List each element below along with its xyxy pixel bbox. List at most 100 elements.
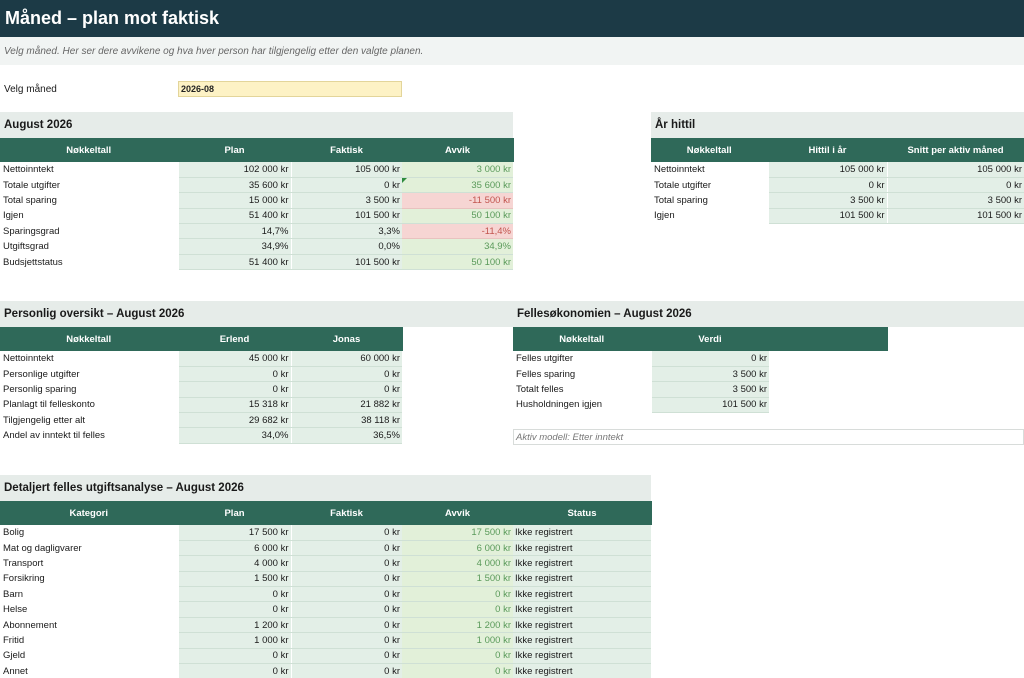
avg-cell[interactable]: 3 500 kr (886, 192, 1024, 209)
plan-cell[interactable]: 35 600 kr (177, 177, 291, 194)
diff-cell[interactable]: 0 kr (402, 601, 513, 618)
row-label[interactable]: Nettoinntekt (651, 162, 768, 178)
person-b-cell[interactable]: 60 000 kr (290, 351, 402, 367)
actual-cell[interactable]: 0 kr (290, 586, 402, 603)
row-label[interactable]: Transport (0, 555, 178, 572)
value-cell[interactable]: 3 500 kr (650, 381, 769, 398)
status-cell[interactable]: Ikke registrert (513, 648, 651, 665)
plan-cell[interactable]: 0 kr (177, 663, 291, 678)
actual-cell[interactable]: 3 500 kr (290, 192, 402, 209)
empty-cell[interactable] (769, 397, 887, 414)
actual-cell[interactable]: 0 kr (290, 525, 402, 541)
empty-cell[interactable] (769, 366, 887, 383)
row-label[interactable]: Fritid (0, 632, 178, 649)
row-label[interactable]: Annet (0, 663, 178, 678)
person-a-cell[interactable]: 34,0% (177, 427, 291, 444)
row-label[interactable]: Andel av inntekt til felles (0, 427, 178, 444)
row-label[interactable]: Gjeld (0, 648, 178, 665)
row-label[interactable]: Igjen (651, 208, 768, 225)
diff-cell[interactable]: 50 100 kr (402, 254, 513, 271)
empty-cell[interactable] (769, 351, 887, 367)
actual-cell[interactable]: 0 kr (290, 555, 402, 572)
status-cell[interactable]: Ikke registrert (513, 601, 651, 618)
diff-cell[interactable]: 17 500 kr (402, 525, 513, 541)
avg-cell[interactable]: 0 kr (886, 177, 1024, 194)
status-cell[interactable]: Ikke registrert (513, 617, 651, 634)
diff-cell[interactable]: 6 000 kr (402, 540, 513, 557)
row-label[interactable]: Totale utgifter (651, 177, 768, 194)
actual-cell[interactable]: 0 kr (290, 663, 402, 678)
row-label[interactable]: Helse (0, 601, 178, 618)
status-cell[interactable]: Ikke registrert (513, 663, 651, 678)
actual-cell[interactable]: 105 000 kr (290, 162, 402, 178)
actual-cell[interactable]: 3,3% (290, 223, 402, 240)
actual-cell[interactable]: 0 kr (290, 540, 402, 557)
diff-cell[interactable]: 1 000 kr (402, 632, 513, 649)
plan-cell[interactable]: 0 kr (177, 648, 291, 665)
person-b-cell[interactable]: 0 kr (290, 366, 402, 383)
row-label[interactable]: Total sparing (651, 192, 768, 209)
person-a-cell[interactable]: 29 682 kr (177, 412, 291, 429)
actual-cell[interactable]: 101 500 kr (290, 208, 402, 225)
status-cell[interactable]: Ikke registrert (513, 632, 651, 649)
actual-cell[interactable]: 101 500 kr (290, 254, 402, 271)
row-label[interactable]: Totale utgifter (0, 177, 178, 194)
row-label[interactable]: Utgiftsgrad (0, 238, 178, 255)
row-label[interactable]: Felles sparing (513, 366, 651, 383)
actual-cell[interactable]: 0 kr (290, 601, 402, 618)
ytd-cell[interactable]: 0 kr (767, 177, 887, 194)
plan-cell[interactable]: 17 500 kr (177, 525, 291, 541)
plan-cell[interactable]: 51 400 kr (177, 254, 291, 271)
row-label[interactable]: Husholdningen igjen (513, 397, 651, 414)
row-label[interactable]: Sparingsgrad (0, 223, 178, 240)
plan-cell[interactable]: 0 kr (177, 586, 291, 603)
diff-cell[interactable]: -11,4% (402, 223, 513, 240)
diff-cell[interactable]: 1 200 kr (402, 617, 513, 634)
value-cell[interactable]: 0 kr (650, 351, 769, 367)
plan-cell[interactable]: 14,7% (177, 223, 291, 240)
person-a-cell[interactable]: 15 318 kr (177, 397, 291, 414)
diff-cell[interactable]: 1 500 kr (402, 571, 513, 588)
status-cell[interactable]: Ikke registrert (513, 540, 651, 557)
row-label[interactable]: Personlige utgifter (0, 366, 178, 383)
plan-cell[interactable]: 0 kr (177, 601, 291, 618)
diff-cell[interactable]: 35 600 kr (402, 177, 513, 194)
plan-cell[interactable]: 102 000 kr (177, 162, 291, 178)
plan-cell[interactable]: 4 000 kr (177, 555, 291, 572)
avg-cell[interactable]: 101 500 kr (886, 208, 1024, 225)
status-cell[interactable]: Ikke registrert (513, 555, 651, 572)
person-b-cell[interactable]: 21 882 kr (290, 397, 402, 414)
person-b-cell[interactable]: 36,5% (290, 427, 402, 444)
plan-cell[interactable]: 6 000 kr (177, 540, 291, 557)
actual-cell[interactable]: 0 kr (290, 571, 402, 588)
row-label[interactable]: Igjen (0, 208, 178, 225)
empty-cell[interactable] (769, 381, 887, 398)
person-a-cell[interactable]: 0 kr (177, 366, 291, 383)
row-label[interactable]: Bolig (0, 525, 178, 541)
plan-cell[interactable]: 15 000 kr (177, 192, 291, 209)
row-label[interactable]: Tilgjengelig etter alt (0, 412, 178, 429)
row-label[interactable]: Nettoinntekt (0, 162, 178, 178)
row-label[interactable]: Nettoinntekt (0, 351, 178, 367)
actual-cell[interactable]: 0 kr (290, 632, 402, 649)
plan-cell[interactable]: 1 000 kr (177, 632, 291, 649)
row-label[interactable]: Barn (0, 586, 178, 603)
diff-cell[interactable]: 4 000 kr (402, 555, 513, 572)
avg-cell[interactable]: 105 000 kr (886, 162, 1024, 178)
ytd-cell[interactable]: 3 500 kr (767, 192, 887, 209)
plan-cell[interactable]: 1 500 kr (177, 571, 291, 588)
value-cell[interactable]: 101 500 kr (650, 397, 769, 414)
row-label[interactable]: Felles utgifter (513, 351, 651, 367)
diff-cell[interactable]: 34,9% (402, 238, 513, 255)
status-cell[interactable]: Ikke registrert (513, 525, 651, 541)
diff-cell[interactable]: 3 000 kr (402, 162, 513, 178)
diff-cell[interactable]: 0 kr (402, 648, 513, 665)
status-cell[interactable]: Ikke registrert (513, 571, 651, 588)
diff-cell[interactable]: 0 kr (402, 586, 513, 603)
person-b-cell[interactable]: 38 118 kr (290, 412, 402, 429)
diff-cell[interactable]: -11 500 kr (402, 192, 513, 209)
actual-cell[interactable]: 0 kr (290, 177, 402, 194)
person-a-cell[interactable]: 0 kr (177, 381, 291, 398)
row-label[interactable]: Personlig sparing (0, 381, 178, 398)
month-selector-input[interactable]: 2026-08 (178, 81, 402, 97)
